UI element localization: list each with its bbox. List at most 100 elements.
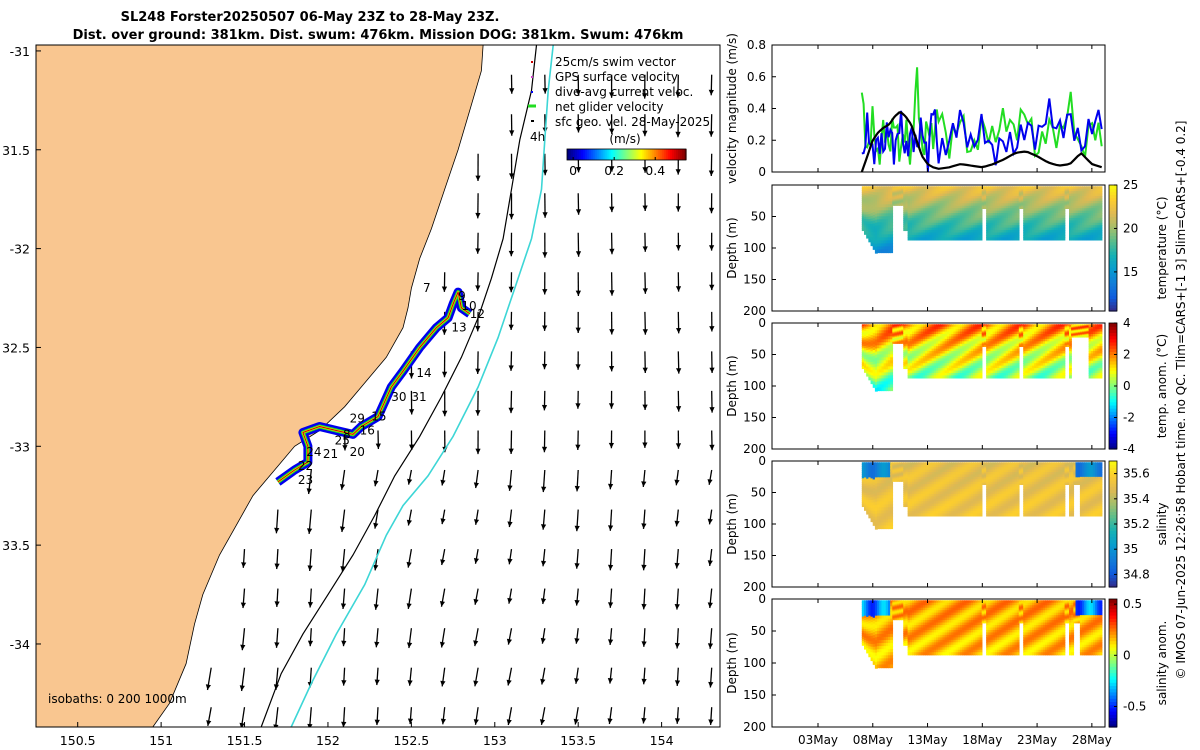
heatmap-cell xyxy=(911,205,915,209)
current-vector xyxy=(674,667,681,686)
heatmap-cell xyxy=(953,217,957,222)
heatmap-cell xyxy=(953,227,957,231)
heatmap-cell xyxy=(946,200,950,204)
heatmap-cell xyxy=(887,228,891,233)
heatmap-cell xyxy=(942,198,946,202)
heatmap-cell xyxy=(933,196,937,200)
heatmap-cell xyxy=(938,193,942,197)
heatmap-cell xyxy=(1003,217,1007,222)
track-swim-vector xyxy=(277,291,471,483)
heatmap-cell xyxy=(994,215,998,219)
heatmap-cell xyxy=(975,225,979,229)
heatmap-cell xyxy=(966,193,970,197)
heatmap-cell xyxy=(879,228,883,233)
heatmap-cell xyxy=(918,186,922,190)
heatmap-cell xyxy=(946,234,950,239)
heatmap-cell xyxy=(1016,210,1020,214)
heatmap-cell xyxy=(955,220,959,224)
heatmap-cell xyxy=(864,199,867,203)
heatmap-cell xyxy=(1023,200,1027,204)
heatmap-cell xyxy=(896,204,900,206)
heatmap-cell xyxy=(914,188,918,192)
current-vector xyxy=(541,430,548,453)
heatmap-cell xyxy=(881,234,885,239)
heatmap-cell xyxy=(874,249,878,254)
heatmap-cell xyxy=(944,225,948,229)
heatmap-cell xyxy=(925,227,928,231)
panel-y-tick-label: 0.6 xyxy=(747,70,766,84)
heatmap-cell xyxy=(885,246,889,251)
map-colorbar-segment xyxy=(684,149,687,160)
heatmap-cell xyxy=(861,218,865,222)
heatmap-cell xyxy=(951,188,955,192)
heatmap-cell xyxy=(957,237,961,241)
heatmap-cell xyxy=(955,232,959,236)
heatmap-cell xyxy=(885,219,889,224)
heatmap-cell xyxy=(935,205,939,209)
heatmap-cell xyxy=(1016,200,1020,204)
heatmap-cell xyxy=(1014,237,1018,241)
heatmap-cell xyxy=(927,217,931,222)
heatmap-cell xyxy=(957,200,961,204)
heatmap-cell xyxy=(887,198,891,202)
heatmap-cell xyxy=(885,207,889,212)
heatmap-cell xyxy=(864,205,867,209)
heatmap-cell xyxy=(951,215,955,219)
current-vector xyxy=(641,707,647,724)
heatmap-cell xyxy=(955,234,959,239)
heatmap-cell xyxy=(1003,210,1007,214)
current-vector xyxy=(575,74,581,96)
heatmap-cell xyxy=(1021,191,1024,193)
heatmap-cell xyxy=(981,196,985,198)
heatmap-cell xyxy=(957,210,961,214)
heatmap-cell xyxy=(874,189,878,194)
heatmap-cell xyxy=(890,225,894,230)
map-colorbar-segment xyxy=(608,149,612,160)
heatmap-cell xyxy=(927,203,931,207)
chart-title-line1: SL248 Forster20250507 06-May 23Z to 28-M… xyxy=(121,10,500,25)
heatmap-cell xyxy=(999,215,1003,219)
heatmap-cell xyxy=(874,246,878,251)
heatmap-cell xyxy=(949,193,952,197)
heatmap-cell xyxy=(898,187,902,190)
map-colorbar-segment xyxy=(594,149,598,160)
track-label: 25 xyxy=(335,433,350,447)
heatmap-cell xyxy=(870,226,874,230)
map-colorbar-segment xyxy=(658,149,661,160)
heatmap-cell xyxy=(877,237,880,242)
heatmap-cell xyxy=(894,204,898,206)
heatmap-cell xyxy=(905,212,909,216)
heatmap-cell xyxy=(951,230,955,234)
heatmap-cell xyxy=(988,213,992,217)
heatmap-cell xyxy=(997,222,1000,226)
heatmap-cell xyxy=(968,232,972,236)
heatmap-cell xyxy=(1007,227,1011,231)
current-vector xyxy=(542,153,548,176)
heatmap-cell xyxy=(992,215,996,219)
heatmap-cell xyxy=(1021,204,1024,206)
panel-y-tick-label: 50 xyxy=(751,210,766,224)
track-label: 8 xyxy=(343,427,351,441)
heatmap-cell xyxy=(970,232,974,236)
heatmap-cell xyxy=(1023,196,1027,200)
heatmap-cell xyxy=(970,210,974,214)
heatmap-cell xyxy=(1005,237,1009,241)
heatmap-cell xyxy=(975,188,979,192)
heatmap-cell xyxy=(983,201,987,203)
heatmap-cell xyxy=(1001,205,1005,209)
heatmap-cell xyxy=(931,227,935,231)
heatmap-cell xyxy=(1016,375,1020,379)
heatmap-cell xyxy=(951,225,955,229)
heatmap-cell xyxy=(907,215,911,219)
current-vector xyxy=(542,74,548,94)
heatmap-cell xyxy=(929,198,933,202)
heatmap-cell xyxy=(907,230,911,234)
current-vector xyxy=(409,390,415,415)
map-colorbar-segment xyxy=(592,149,596,160)
heatmap-cell xyxy=(911,237,915,241)
heatmap-cell xyxy=(1005,203,1009,207)
heatmap-cell xyxy=(955,191,959,195)
heatmap-cell xyxy=(907,205,911,209)
heatmap-cell xyxy=(1010,225,1013,229)
heatmap-cell xyxy=(925,225,928,229)
